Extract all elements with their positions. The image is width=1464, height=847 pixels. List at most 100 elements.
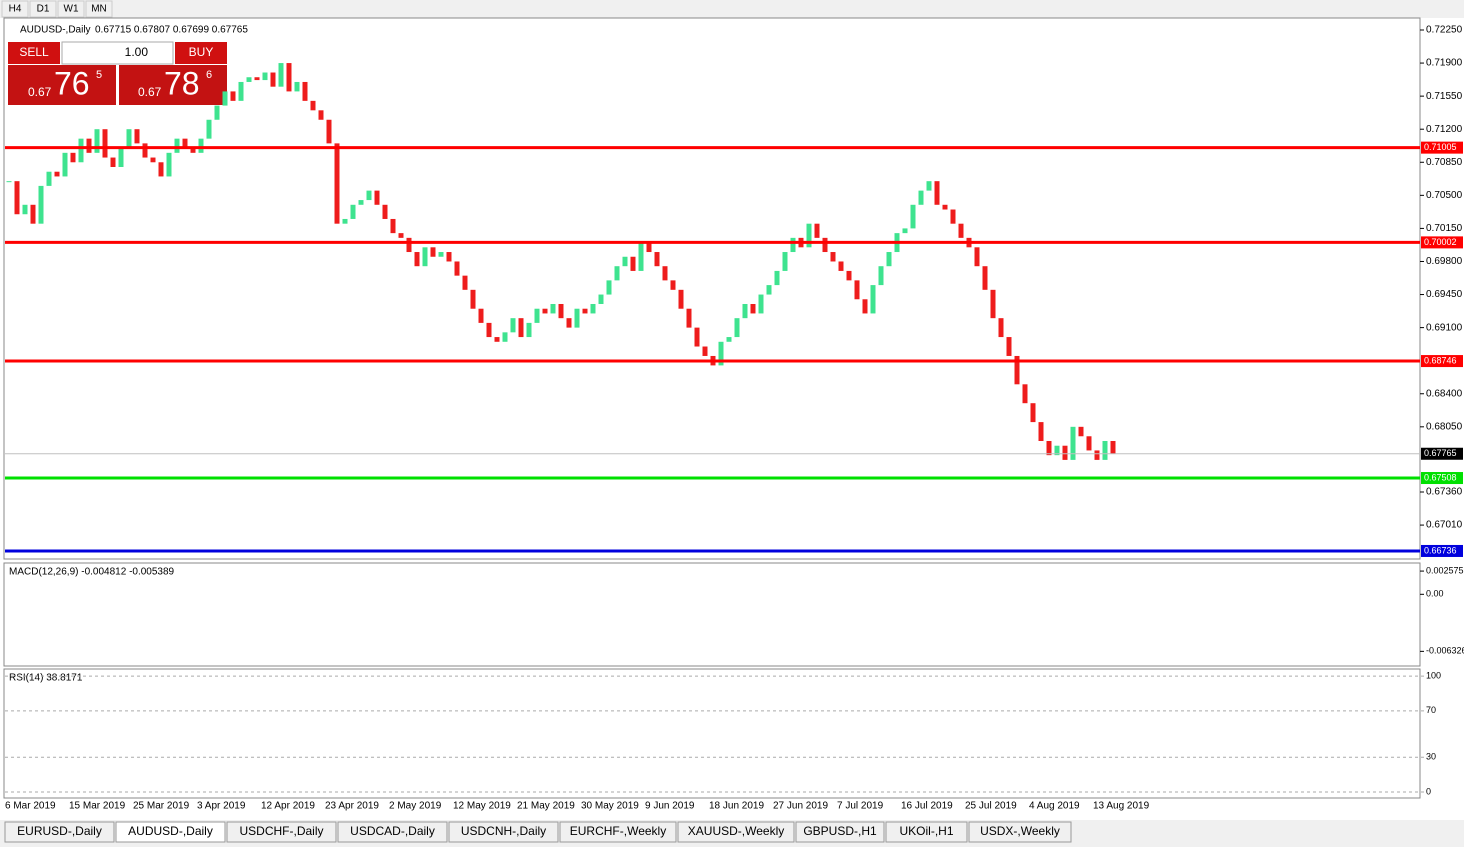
tab-label[interactable]: EURUSD-,Daily <box>17 824 102 838</box>
candle <box>142 143 148 158</box>
candle <box>1070 426 1076 460</box>
candle <box>926 181 932 191</box>
candle <box>406 237 412 253</box>
timeframe-label[interactable]: H4 <box>9 4 22 15</box>
chart-title: AUDUSD-,Daily <box>20 25 91 36</box>
candle <box>934 181 940 205</box>
candle <box>1014 355 1020 385</box>
candle <box>846 270 852 281</box>
candle <box>686 308 692 328</box>
buy-price-pips[interactable]: 78 <box>164 65 200 101</box>
candle <box>518 318 524 338</box>
candle <box>1046 440 1052 456</box>
level-tag <box>1421 544 1463 557</box>
sell-price-big[interactable]: 0.67 <box>28 85 52 99</box>
timeframe-label[interactable]: W1 <box>64 4 79 15</box>
timeframe-button[interactable] <box>57 0 85 18</box>
candle <box>718 341 724 366</box>
y-tick-label: 30 <box>1426 752 1436 762</box>
candle <box>734 318 740 338</box>
candle <box>558 303 564 319</box>
lot-value[interactable]: 1.00 <box>125 45 149 59</box>
sell-label[interactable]: SELL <box>19 45 49 59</box>
tab[interactable] <box>885 821 968 843</box>
candle <box>190 148 196 153</box>
candle <box>598 294 604 304</box>
tab[interactable] <box>968 821 1072 843</box>
y-tick-label: 0.72250 <box>1426 25 1463 36</box>
tab-label[interactable]: UKOil-,H1 <box>899 824 953 838</box>
tab-label[interactable]: EURCHF-,Weekly <box>570 824 666 838</box>
x-tick-label: 7 Jul 2019 <box>837 801 884 812</box>
tab[interactable] <box>795 821 885 843</box>
tab-label[interactable]: USDX-,Weekly <box>980 824 1060 838</box>
sell-button[interactable] <box>8 42 60 64</box>
timeframe-button[interactable] <box>1 0 29 18</box>
level-label: 0.67508 <box>1424 472 1457 482</box>
tab[interactable] <box>226 821 337 843</box>
candle <box>382 204 388 219</box>
tab[interactable] <box>448 821 559 843</box>
level-label: 0.67765 <box>1424 448 1457 458</box>
candle <box>702 346 708 356</box>
candle <box>646 242 652 253</box>
candle <box>102 129 108 158</box>
candle <box>414 252 420 267</box>
tab-label[interactable]: GBPUSD-,H1 <box>803 824 877 838</box>
candle <box>462 275 468 290</box>
candle <box>510 318 516 333</box>
timeframe-label[interactable]: D1 <box>37 4 50 15</box>
candle <box>742 303 748 319</box>
y-tick-label: 0.70500 <box>1426 190 1463 201</box>
x-tick-label: 25 Jul 2019 <box>965 801 1017 812</box>
candle <box>62 152 68 177</box>
candle <box>566 318 572 328</box>
candle <box>398 233 404 238</box>
candle <box>1054 445 1060 456</box>
candle <box>622 256 628 267</box>
candle <box>1062 445 1068 460</box>
tab-label[interactable]: AUDUSD-,Daily <box>128 824 213 838</box>
tab[interactable] <box>559 821 677 843</box>
candle <box>1030 403 1036 423</box>
x-tick-label: 2 May 2019 <box>389 801 442 812</box>
candle <box>54 171 60 177</box>
candle <box>78 138 84 163</box>
tab[interactable] <box>677 821 795 843</box>
buy-price-box[interactable] <box>119 65 227 105</box>
tab-label[interactable]: USDCHF-,Daily <box>240 824 324 838</box>
sell-price-pips[interactable]: 76 <box>54 65 90 101</box>
x-tick-label: 23 Apr 2019 <box>325 801 379 812</box>
candle <box>830 252 836 262</box>
candle <box>582 308 588 314</box>
timeframe-button[interactable] <box>29 0 57 18</box>
x-tick-label: 3 Apr 2019 <box>197 801 246 812</box>
candle <box>14 181 20 215</box>
candle <box>854 280 860 300</box>
candle <box>670 280 676 290</box>
sell-price-point[interactable]: 5 <box>96 69 102 81</box>
buy-price-big[interactable]: 0.67 <box>138 85 162 99</box>
candle <box>982 266 988 290</box>
buy-label[interactable]: BUY <box>189 45 214 59</box>
candle <box>1086 436 1092 451</box>
candle <box>750 303 756 314</box>
candle <box>822 237 828 253</box>
tab[interactable] <box>337 821 448 843</box>
timeframe-button[interactable] <box>85 0 113 18</box>
tab-label[interactable]: USDCNH-,Daily <box>461 824 546 838</box>
tab-label[interactable]: XAUUSD-,Weekly <box>688 824 784 838</box>
buy-button[interactable] <box>175 42 227 64</box>
tab-label[interactable]: USDCAD-,Daily <box>350 824 435 838</box>
y-tick-label: 0.69450 <box>1426 289 1463 300</box>
candle <box>166 152 172 177</box>
sell-price-box[interactable] <box>8 65 116 105</box>
tab[interactable] <box>4 821 115 843</box>
x-tick-label: 18 Jun 2019 <box>709 801 764 812</box>
lot-input[interactable] <box>61 41 174 65</box>
buy-price-point[interactable]: 6 <box>206 69 212 81</box>
y-tick-label: -0.006326 <box>1426 646 1464 656</box>
tab[interactable] <box>115 821 226 843</box>
timeframe-label[interactable]: MN <box>91 4 107 15</box>
